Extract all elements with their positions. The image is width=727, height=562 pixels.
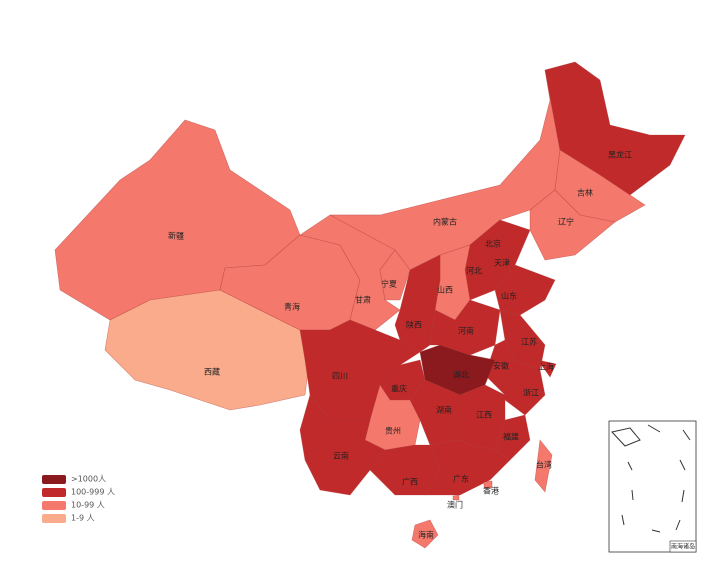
legend-swatch — [42, 514, 66, 523]
province-label: 新疆 — [168, 231, 184, 241]
inset-frame — [608, 420, 697, 553]
province-label: 陕西 — [406, 320, 422, 330]
legend-swatch — [42, 501, 66, 510]
legend-label: >1000人 — [71, 475, 106, 484]
province-shape — [452, 494, 460, 501]
province-shape — [379, 249, 411, 301]
legend-label: 100-999 人 — [71, 488, 115, 497]
province-label: 澳门 — [447, 500, 463, 510]
legend-label: 10-99 人 — [71, 501, 105, 510]
inset-label-box — [669, 540, 697, 553]
province-shape — [424, 439, 511, 496]
province-shape — [483, 480, 493, 489]
inset-label: 南海诸岛 — [671, 543, 695, 551]
province-label: 重庆 — [391, 384, 407, 394]
province-label: 贵州 — [385, 426, 401, 436]
province-label: 安徽 — [493, 361, 509, 371]
province-shape — [484, 233, 507, 256]
province-label: 山东 — [501, 291, 517, 301]
inset-islands — [611, 424, 691, 533]
province-label: 黑龙江 — [608, 150, 632, 160]
province-label: 天津 — [494, 258, 510, 268]
legend-swatch — [42, 475, 66, 484]
province-label: 海南 — [418, 530, 434, 540]
province-label: 香港 — [483, 486, 499, 496]
province-label: 青海 — [284, 302, 300, 312]
province-label: 福建 — [503, 432, 519, 442]
legend-swatch — [42, 488, 66, 497]
province-shape — [534, 439, 553, 493]
province-label: 湖北 — [453, 371, 469, 380]
province-shape — [537, 359, 557, 378]
province-label: 北京 — [485, 239, 501, 249]
province-shape — [529, 189, 616, 261]
province-label: 宁夏 — [381, 279, 397, 289]
province-label: 云南 — [333, 451, 349, 461]
province-label: 河南 — [458, 326, 474, 336]
province-label: 上海 — [538, 362, 554, 372]
province-label: 内蒙古 — [433, 217, 457, 227]
province-label: 浙江 — [523, 388, 539, 398]
province-shape — [411, 519, 439, 549]
province-label: 吉林 — [577, 188, 593, 198]
province-label: 甘肃 — [355, 295, 371, 305]
province-label: 四川 — [332, 372, 348, 381]
province-label: 台湾 — [536, 460, 552, 470]
province-label: 江西 — [476, 411, 492, 420]
province-label: 江苏 — [521, 337, 537, 347]
province-label: 辽宁 — [558, 217, 574, 227]
province-shape — [494, 414, 531, 461]
province-label: 广东 — [453, 474, 469, 484]
province-label: 西藏 — [204, 367, 220, 377]
legend-label: 1-9 人 — [71, 514, 95, 523]
province-label: 山西 — [437, 285, 453, 295]
province-label: 湖南 — [436, 405, 452, 415]
province-label: 河北 — [466, 266, 482, 276]
province-label: 广西 — [402, 477, 418, 487]
